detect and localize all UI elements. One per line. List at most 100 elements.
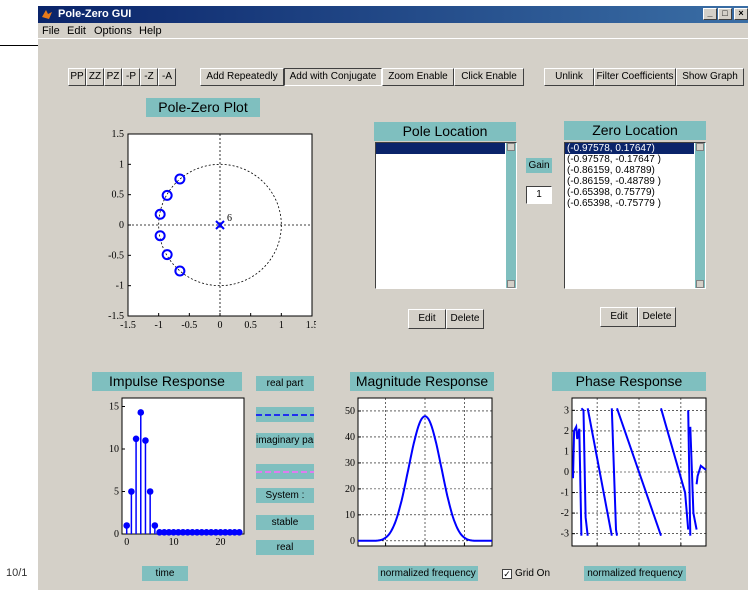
maximize-button[interactable]: □ — [718, 8, 732, 20]
pole-zero-plot[interactable]: -1.5 -1 -0.5 0 0.5 1 1.5 1.5 1 0.5 0 -0.5 -1 -1.5 6 — [92, 126, 316, 344]
y-tick-label: -2 — [561, 508, 569, 519]
zero-location-item[interactable]: (-0.65398, -0.75779 ) — [567, 198, 661, 209]
x-tick-label: 0.5 — [244, 320, 257, 331]
impulse-xlabel: time — [142, 566, 188, 581]
y-tick-label: 0 — [119, 220, 124, 231]
x-tick-label: 1 — [279, 320, 284, 331]
pole-delete-button[interactable]: Delete — [446, 309, 484, 329]
phase-response-title: Phase Response — [552, 372, 706, 391]
show-graph-button[interactable]: Show Graph — [676, 68, 744, 86]
impulse-point — [142, 437, 149, 444]
impulse-point — [212, 529, 220, 536]
zero-location-item[interactable]: (-0.86159, -0.48789 ) — [567, 176, 661, 187]
impulse-point — [128, 488, 135, 495]
remove-all-button[interactable]: -A — [158, 68, 176, 86]
impulse-response-title: Impulse Response — [92, 372, 242, 391]
zero-location-list[interactable]: (-0.97578, 0.17647) (-0.97578, -0.17647 … — [564, 142, 706, 289]
impulse-point — [217, 529, 224, 536]
pole-location-list[interactable] — [375, 142, 517, 289]
unlink-button[interactable]: Unlink — [544, 68, 594, 86]
minimize-button[interactable]: _ — [703, 8, 717, 20]
impulse-point — [146, 488, 154, 495]
phase-curve-segment — [687, 410, 692, 536]
imaginary-part-line-icon — [256, 471, 314, 473]
impulse-point — [137, 409, 145, 416]
impulse-point — [189, 529, 196, 536]
matlab-logo-icon — [42, 10, 52, 19]
plot-area — [121, 397, 245, 535]
grid-on-checkbox[interactable]: ✓ — [502, 569, 512, 579]
close-button[interactable]: × — [734, 8, 748, 20]
magnitude-response-title: Magnitude Response — [350, 372, 494, 391]
y-tick-label: -0.5 — [108, 250, 124, 261]
add-repeatedly-button[interactable]: Add Repeatedly — [200, 68, 284, 86]
impulse-point — [203, 529, 210, 536]
zero-delete-button[interactable]: Delete — [638, 307, 676, 327]
y-tick-label: 0 — [350, 536, 355, 547]
zero-edit-button[interactable]: Edit — [600, 307, 638, 327]
zero-location-item[interactable]: (-0.65398, 0.75779) — [567, 187, 655, 198]
impulse-point — [226, 529, 234, 536]
gain-input[interactable]: 1 — [526, 186, 552, 204]
impulse-point — [151, 522, 159, 529]
add-with-conjugate-button[interactable]: Add with Conjugate — [284, 68, 382, 86]
scroll-up-arrow-icon[interactable] — [507, 143, 515, 151]
pp-button[interactable]: PP — [68, 68, 86, 86]
phase-curve-segment — [580, 407, 589, 536]
pole-multiplicity-label: 6 — [227, 213, 232, 224]
zero-location-item[interactable]: (-0.86159, 0.48789) — [567, 165, 655, 176]
impulse-point — [236, 529, 243, 536]
pole-edit-button[interactable]: Edit — [408, 309, 446, 329]
y-tick-label: 40 — [345, 432, 355, 443]
zoom-enable-button[interactable]: Zoom Enable — [382, 68, 454, 86]
remove-zero-button[interactable]: -Z — [140, 68, 158, 86]
magnitude-response-plot: -20250403020100 — [345, 397, 493, 547]
magnitude-curve — [358, 415, 492, 542]
y-tick-label: -1 — [561, 488, 569, 499]
y-tick-label: 10 — [109, 444, 119, 455]
scroll-up-arrow-icon[interactable] — [696, 143, 704, 151]
remove-pole-button[interactable]: -P — [122, 68, 140, 86]
zero-location-item[interactable]: (-0.97578, 0.17647) — [565, 143, 694, 154]
y-tick-label: 10 — [345, 510, 355, 521]
y-tick-label: 15 — [109, 402, 119, 413]
impulse-point — [123, 522, 130, 529]
window-title: Pole-Zero GUI — [58, 8, 132, 20]
menu-help[interactable]: Help — [139, 25, 162, 37]
zz-button[interactable]: ZZ — [86, 68, 104, 86]
background-slide-line — [0, 45, 50, 46]
imaginary-part-swatch — [256, 464, 314, 479]
zero-marker — [154, 230, 166, 242]
zero-location-item[interactable]: (-0.97578, -0.17647 ) — [567, 154, 661, 165]
stable-label: stable — [256, 515, 314, 530]
pole-list-scrollbar[interactable] — [506, 143, 516, 288]
impulse-point — [175, 529, 182, 536]
pz-button[interactable]: PZ — [104, 68, 122, 86]
phase-curve-segment — [689, 426, 698, 530]
menu-options[interactable]: Options — [94, 25, 132, 37]
zero-list-scrollbar[interactable] — [695, 143, 705, 288]
pole-location-item[interactable] — [376, 143, 505, 154]
zero-marker — [174, 173, 186, 185]
phase-curve-segment — [586, 408, 613, 536]
zero-marker — [161, 189, 173, 201]
scroll-down-arrow-icon[interactable] — [696, 280, 704, 288]
menu-edit[interactable]: Edit — [67, 25, 86, 37]
impulse-point — [198, 529, 206, 536]
imaginary-part-label: imaginary part — [256, 433, 314, 448]
menu-bar: File Edit Options Help — [38, 23, 748, 38]
click-enable-button[interactable]: Click Enable — [454, 68, 524, 86]
scroll-down-arrow-icon[interactable] — [507, 280, 515, 288]
impulse-point — [184, 529, 191, 536]
real-system-label: real — [256, 540, 314, 555]
real-part-label: real part — [256, 376, 314, 391]
zero-marker — [154, 208, 166, 220]
gain-label: Gain — [526, 158, 552, 173]
y-tick-label: -3 — [561, 529, 569, 540]
y-tick-label: 0 — [114, 529, 119, 540]
filter-coefficients-button[interactable]: Filter Coefficients — [594, 68, 676, 86]
background-slide-date: 10/1 — [6, 567, 28, 579]
menu-file[interactable]: File — [42, 25, 60, 37]
impulse-point — [193, 529, 201, 536]
x-tick-label: 0 — [124, 537, 129, 547]
